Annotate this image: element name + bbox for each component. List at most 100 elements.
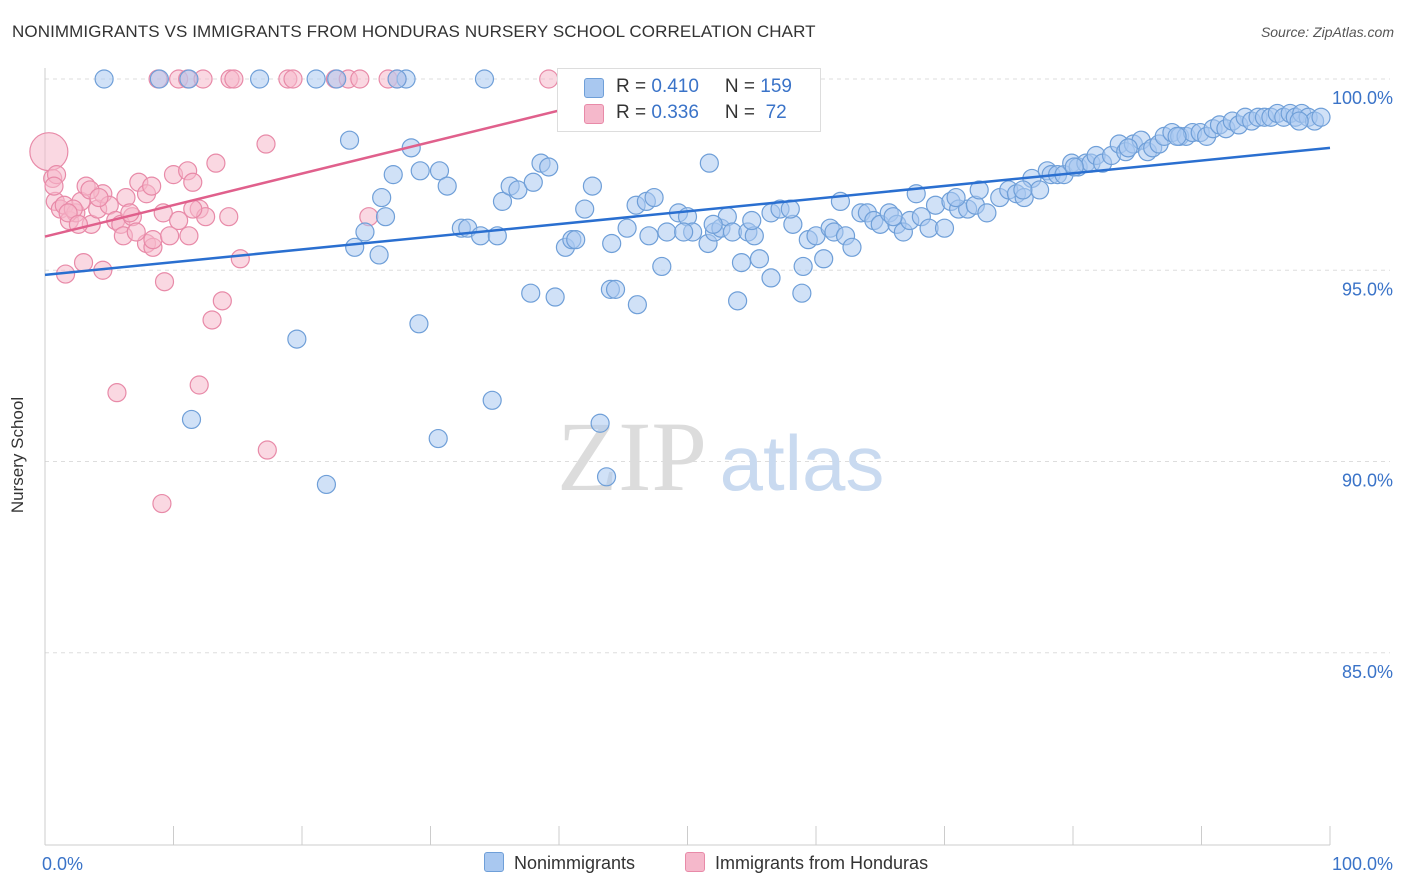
point-nonimmigrants <box>474 69 495 89</box>
point-nonimmigrants <box>375 207 396 227</box>
point-nonimmigrants <box>1311 107 1331 127</box>
chart-title: NONIMMIGRANTS VS IMMIGRANTS FROM HONDURA… <box>12 22 816 41</box>
point-honduras <box>350 69 370 89</box>
point-nonimmigrants <box>566 230 586 250</box>
correlation-legend: R = 0.410 N = 159 R = 0.336 N = 72 <box>557 68 821 132</box>
point-honduras <box>169 210 189 231</box>
point-nonimmigrants <box>287 329 307 349</box>
watermark-zip: ZIP <box>557 401 707 512</box>
point-nonimmigrants <box>842 237 862 257</box>
point-nonimmigrants <box>652 256 672 277</box>
point-nonimmigrants <box>369 245 389 265</box>
legend-r-value: 0.410 <box>651 76 699 97</box>
legend-swatch-blue <box>484 852 504 872</box>
point-nonimmigrants <box>1013 180 1033 200</box>
point-nonimmigrants <box>1289 111 1309 131</box>
point-honduras <box>44 176 64 196</box>
point-honduras <box>283 69 303 89</box>
point-nonimmigrants <box>575 199 595 219</box>
point-nonimmigrants <box>1167 126 1187 146</box>
point-honduras <box>212 291 232 311</box>
point-nonimmigrants <box>339 130 360 150</box>
legend-r-value: 0.336 <box>651 102 699 123</box>
point-nonimmigrants <box>306 69 326 89</box>
point-nonimmigrants <box>387 69 407 89</box>
point-honduras <box>224 69 244 89</box>
point-nonimmigrants <box>429 161 450 181</box>
point-honduras <box>183 172 203 192</box>
tick-labels: 100.0% 95.0% 90.0% 85.0% 0.0% 100.0% <box>42 88 1393 874</box>
y-tick-label: 100.0% <box>1332 88 1393 108</box>
point-nonimmigrants <box>814 249 834 269</box>
point-nonimmigrants <box>181 409 202 430</box>
point-nonimmigrants <box>657 222 677 242</box>
point-nonimmigrants <box>428 428 448 449</box>
watermark: ZIP atlas <box>557 401 884 512</box>
point-nonimmigrants <box>883 207 903 227</box>
point-honduras <box>230 249 250 269</box>
point-nonimmigrants <box>316 474 337 495</box>
point-nonimmigrants <box>731 253 752 273</box>
point-nonimmigrants <box>94 69 114 89</box>
point-nonimmigrants <box>372 187 392 208</box>
trend-line-nonimmigrants <box>44 146 1331 277</box>
point-nonimmigrants <box>793 256 813 277</box>
point-honduras <box>256 134 276 154</box>
point-honduras <box>206 153 226 173</box>
point-nonimmigrants <box>703 214 723 234</box>
point-nonimmigrants <box>508 180 528 200</box>
point-nonimmigrants <box>383 165 403 185</box>
bottom-legend: Nonimmigrants Immigrants from Honduras <box>0 852 1406 878</box>
point-nonimmigrants <box>545 287 565 307</box>
point-nonimmigrants <box>969 180 989 200</box>
point-honduras <box>29 132 69 172</box>
point-honduras <box>143 230 163 250</box>
y-tick-label: 95.0% <box>1342 279 1393 299</box>
point-nonimmigrants <box>410 161 430 181</box>
point-nonimmigrants <box>492 191 513 211</box>
point-honduras <box>179 226 199 246</box>
point-honduras <box>120 203 140 223</box>
point-nonimmigrants <box>596 467 617 487</box>
point-nonimmigrants <box>471 226 491 246</box>
point-honduras <box>160 226 180 246</box>
point-nonimmigrants <box>582 176 603 196</box>
point-nonimmigrants <box>792 283 812 303</box>
point-nonimmigrants <box>639 226 659 246</box>
point-nonimmigrants <box>627 295 647 315</box>
point-nonimmigrants <box>674 222 694 242</box>
series-honduras-points <box>29 69 559 514</box>
point-nonimmigrants <box>521 283 541 303</box>
legend-n-value: 159 <box>760 76 792 97</box>
point-honduras <box>89 187 109 208</box>
point-honduras <box>189 375 209 395</box>
y-tick-label: 90.0% <box>1342 471 1393 491</box>
point-nonimmigrants <box>699 153 719 173</box>
point-nonimmigrants <box>761 268 781 288</box>
point-honduras <box>219 207 239 227</box>
point-honduras <box>154 272 175 292</box>
point-nonimmigrants <box>1118 138 1138 158</box>
point-nonimmigrants <box>934 218 955 238</box>
point-nonimmigrants <box>327 69 347 89</box>
point-nonimmigrants <box>482 390 502 410</box>
point-nonimmigrants <box>605 279 626 299</box>
bottom-legend-honduras: Immigrants from Honduras <box>685 852 928 874</box>
point-nonimmigrants <box>946 187 966 208</box>
point-nonimmigrants <box>179 69 199 89</box>
point-nonimmigrants <box>644 187 664 208</box>
point-nonimmigrants <box>617 218 637 238</box>
point-nonimmigrants <box>977 203 997 223</box>
x-tick-label: 100.0% <box>1332 854 1393 874</box>
point-nonimmigrants <box>345 237 365 257</box>
point-honduras <box>142 176 162 196</box>
point-honduras <box>107 383 127 403</box>
axes <box>44 68 1331 846</box>
legend-swatch-blue <box>584 78 604 98</box>
y-tick-label: 85.0% <box>1342 662 1393 682</box>
x-tick-label: 0.0% <box>42 854 83 874</box>
point-nonimmigrants <box>437 176 457 196</box>
legend-swatch-pink <box>685 852 705 872</box>
legend-n-value: 72 <box>760 102 787 123</box>
